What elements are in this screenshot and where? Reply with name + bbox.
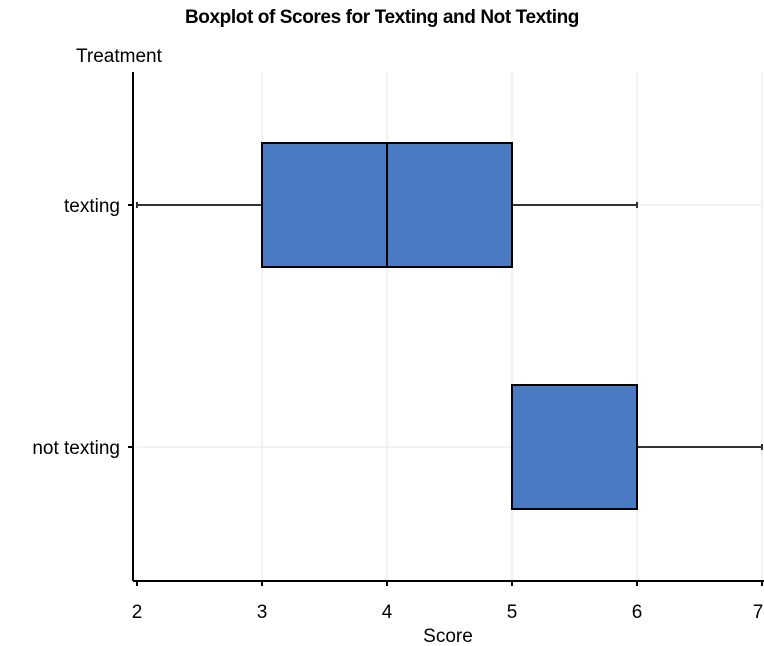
x-axis-title: Score	[423, 626, 473, 646]
y-tick-label: not texting	[32, 438, 120, 459]
y-axis-title: Treatment	[76, 46, 163, 67]
x-tick-label: 2	[132, 602, 143, 623]
x-tick-label: 4	[382, 602, 393, 623]
x-tick-label: 6	[632, 602, 643, 623]
axis-layer	[128, 72, 764, 586]
label-layer: Treatment Score 2 3 4 5 6 7 texting not texting	[32, 46, 763, 646]
box-layer	[136, 142, 763, 510]
x-tick-label: 7	[753, 602, 764, 623]
y-tick-label: texting	[64, 196, 120, 217]
chart-title: Boxplot of Scores for Texting and Not Te…	[184, 7, 580, 28]
x-tick-label: 5	[507, 602, 518, 623]
box-iqr	[511, 384, 638, 510]
x-tick-label: 3	[257, 602, 268, 623]
